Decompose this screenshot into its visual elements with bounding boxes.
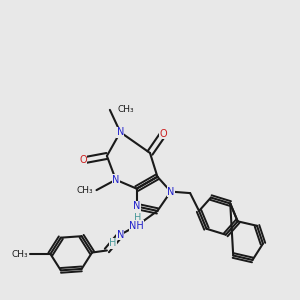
Text: CH₃: CH₃ <box>77 186 94 195</box>
Text: H: H <box>134 213 142 224</box>
Text: N: N <box>117 127 124 137</box>
Text: N: N <box>133 202 140 212</box>
Text: N: N <box>112 175 119 185</box>
Text: CH₃: CH₃ <box>11 250 28 259</box>
Text: O: O <box>160 129 167 139</box>
Text: O: O <box>79 155 87 165</box>
Text: CH₃: CH₃ <box>117 105 134 114</box>
Text: NH: NH <box>129 221 144 231</box>
Text: H: H <box>109 238 116 248</box>
Text: N: N <box>117 230 124 240</box>
Text: N: N <box>167 187 175 196</box>
